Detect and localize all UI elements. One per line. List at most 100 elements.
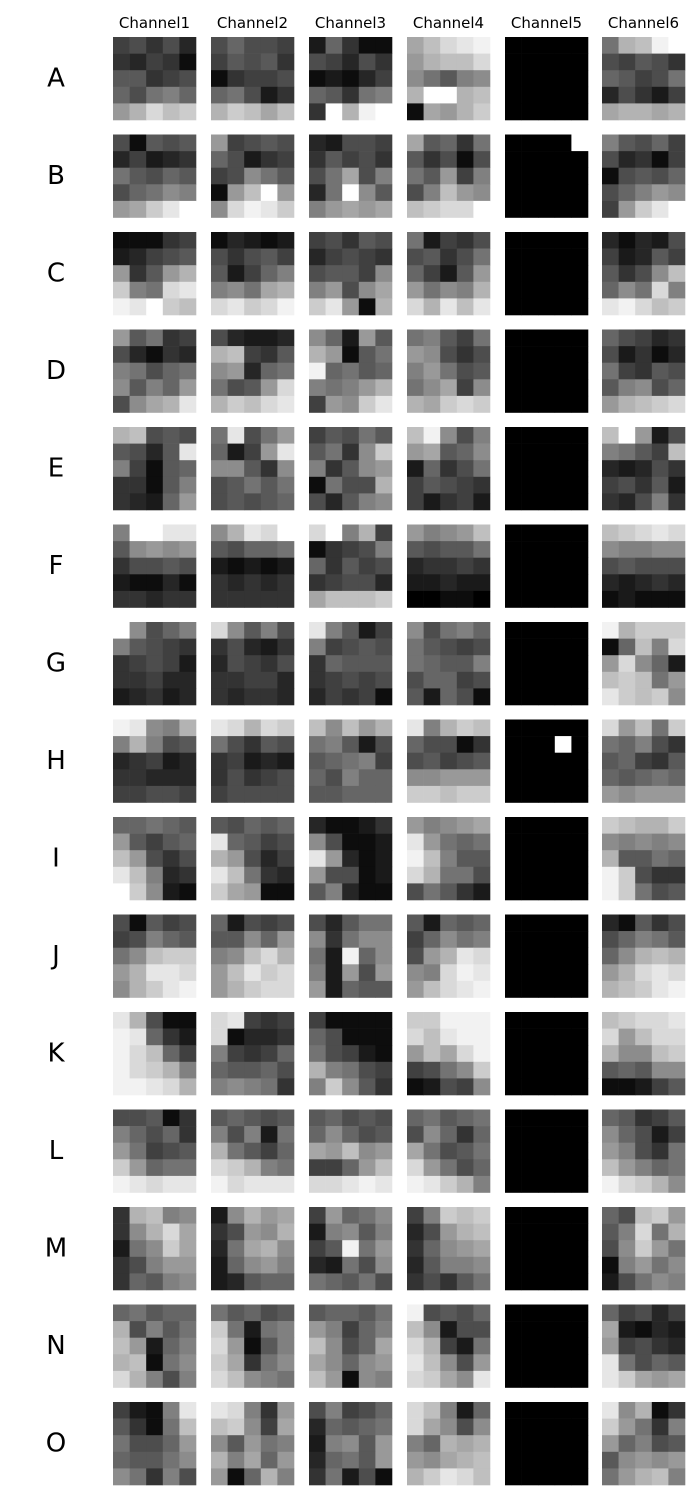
heatmap-cell xyxy=(342,1418,360,1436)
heatmap-cell xyxy=(554,200,572,218)
heatmap-cell xyxy=(342,914,360,932)
heatmap-panel xyxy=(407,329,491,413)
heatmap-cell xyxy=(179,1028,197,1046)
heatmap-cell xyxy=(211,443,228,461)
heatmap-cell xyxy=(211,265,228,283)
heatmap-cell xyxy=(521,688,539,706)
heatmap-cell xyxy=(440,1354,458,1372)
heatmap-cell xyxy=(668,443,686,461)
heatmap-panel xyxy=(602,1012,686,1096)
heatmap-cell xyxy=(113,184,130,202)
heatmap-cell xyxy=(602,1468,619,1486)
heatmap-cell xyxy=(473,1402,491,1419)
heatmap-cell xyxy=(146,557,164,575)
heatmap-cell xyxy=(227,833,245,851)
heatmap-cell xyxy=(244,883,262,901)
heatmap-cell xyxy=(538,590,556,608)
heatmap-cell xyxy=(635,265,653,283)
heatmap-cell xyxy=(456,1240,474,1258)
heatmap-cell xyxy=(440,1370,458,1388)
heatmap-cell xyxy=(618,1159,636,1177)
heatmap-cell xyxy=(635,395,653,413)
heatmap-cell xyxy=(211,883,228,901)
heatmap-cell xyxy=(325,1435,343,1453)
heatmap-cell xyxy=(423,103,441,121)
heatmap-cell xyxy=(129,1402,147,1419)
heatmap-cell xyxy=(375,655,393,673)
heatmap-cell xyxy=(244,151,262,168)
heatmap-cell xyxy=(277,167,295,185)
heatmap-cell xyxy=(473,70,491,88)
heatmap-cell xyxy=(211,574,228,592)
heatmap-cell xyxy=(342,37,360,54)
heatmap-cell xyxy=(342,265,360,283)
heatmap-cell xyxy=(473,1223,491,1241)
heatmap-cell xyxy=(602,103,619,121)
heatmap-cell xyxy=(456,443,474,461)
heatmap-cell xyxy=(179,1012,197,1029)
heatmap-cell xyxy=(635,134,653,152)
heatmap-cell xyxy=(179,914,197,932)
heatmap-cell xyxy=(129,1273,147,1291)
heatmap-cell xyxy=(244,184,262,202)
heatmap-cell xyxy=(651,346,669,363)
heatmap-cell xyxy=(440,524,458,542)
heatmap-cell xyxy=(554,964,572,982)
heatmap-panel xyxy=(407,1012,491,1096)
heatmap-cell xyxy=(423,265,441,283)
heatmap-cell xyxy=(260,53,278,71)
heatmap-cell xyxy=(505,167,522,185)
heatmap-cell xyxy=(521,265,539,283)
heatmap-cell xyxy=(358,70,376,88)
heatmap-cell xyxy=(325,1126,343,1143)
heatmap-cell xyxy=(113,914,130,932)
heatmap-cell xyxy=(538,70,556,88)
heatmap-cell xyxy=(602,86,619,104)
heatmap-cell xyxy=(358,248,376,266)
heatmap-cell xyxy=(571,883,589,901)
heatmap-cell xyxy=(651,1256,669,1274)
heatmap-cell xyxy=(342,931,360,948)
row-label: L xyxy=(49,1136,64,1166)
heatmap-panel xyxy=(505,622,589,706)
heatmap-cell xyxy=(440,769,458,787)
heatmap-cell xyxy=(179,151,197,168)
heatmap-cell xyxy=(651,1273,669,1291)
heatmap-cell xyxy=(505,1045,522,1063)
heatmap-cell xyxy=(113,541,130,558)
heatmap-cell xyxy=(635,947,653,965)
heatmap-cell xyxy=(113,688,130,706)
heatmap-cell xyxy=(668,931,686,948)
heatmap-cell xyxy=(473,524,491,542)
heatmap-cell xyxy=(342,574,360,592)
heatmap-cell xyxy=(179,281,197,299)
heatmap-cell xyxy=(211,964,228,982)
heatmap-cell xyxy=(618,1321,636,1338)
heatmap-cell xyxy=(113,427,130,444)
heatmap-cell xyxy=(277,200,295,218)
heatmap-cell xyxy=(162,232,180,249)
heatmap-cell xyxy=(162,883,180,901)
heatmap-cell xyxy=(179,557,197,575)
heatmap-cell xyxy=(456,719,474,737)
heatmap-cell xyxy=(456,1078,474,1096)
heatmap-cell xyxy=(521,1207,539,1224)
heatmap-cell xyxy=(358,265,376,283)
heatmap-cell xyxy=(618,752,636,770)
heatmap-cell xyxy=(211,1468,228,1486)
heatmap-cell xyxy=(618,184,636,202)
heatmap-cell xyxy=(521,346,539,363)
heatmap-cell xyxy=(456,671,474,689)
heatmap-cell xyxy=(538,1175,556,1193)
heatmap-cell xyxy=(521,671,539,689)
heatmap-cell xyxy=(309,817,326,834)
heatmap-cell xyxy=(602,476,619,494)
heatmap-cell xyxy=(325,86,343,104)
heatmap-cell xyxy=(635,1175,653,1193)
heatmap-panel xyxy=(211,817,295,901)
heatmap-cell xyxy=(260,719,278,737)
heatmap-cell xyxy=(244,671,262,689)
heatmap-cell xyxy=(602,866,619,884)
heatmap-cell xyxy=(618,655,636,673)
heatmap-cell xyxy=(179,769,197,787)
